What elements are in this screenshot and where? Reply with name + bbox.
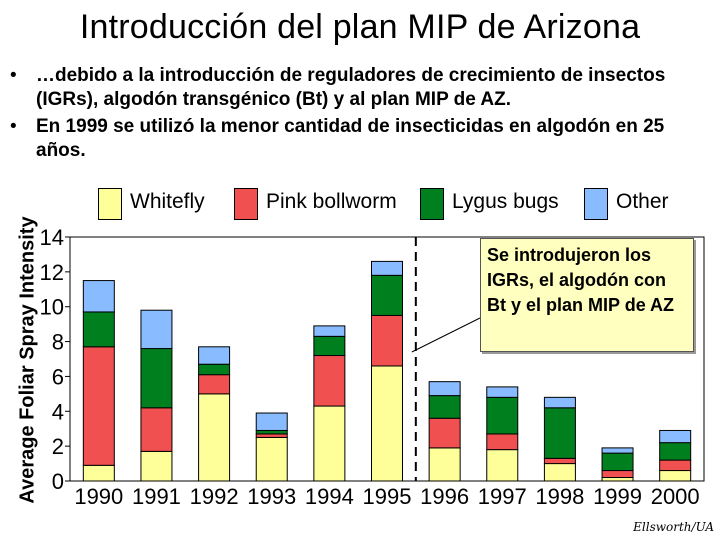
bullet-text: …debido a la introducción de reguladores…	[36, 65, 666, 110]
bar-segment	[371, 314, 403, 367]
bar-segment	[543, 407, 576, 459]
legend-label: Whitefly	[130, 190, 205, 213]
bar-segment	[486, 433, 519, 451]
bar-segment	[313, 405, 346, 482]
legend-swatch	[584, 188, 608, 220]
x-tick-label: 1998	[535, 484, 584, 509]
x-tick-label: 2000	[651, 484, 700, 509]
bar-segment	[82, 280, 115, 313]
bar-segment	[82, 346, 115, 466]
bullet-item: • En 1999 se utilizó la menor cantidad d…	[10, 115, 710, 163]
bar-segment	[659, 429, 692, 444]
bar-segment	[601, 470, 634, 479]
x-tick-label: 1990	[74, 484, 123, 509]
bar-segment	[371, 274, 403, 316]
bar-segment	[82, 464, 115, 482]
y-tick-label: 8	[52, 330, 64, 355]
bar-segment	[371, 260, 403, 276]
bullet-item: • …debido a la introducción de regulador…	[10, 64, 710, 112]
bar-segment	[659, 442, 692, 461]
x-tick-label: 1995	[363, 484, 412, 509]
bar-segment	[428, 381, 461, 397]
y-tick-label: 10	[40, 295, 64, 320]
bar-segment	[601, 452, 634, 472]
y-tick-label: 4	[52, 399, 64, 424]
bar-segment	[428, 447, 461, 482]
bullet-list: • …debido a la introducción de regulador…	[10, 64, 710, 166]
bar-segment	[82, 311, 115, 348]
bar-segment	[543, 396, 576, 409]
bar-segment	[255, 429, 288, 435]
bar-segment	[659, 470, 692, 482]
bar-segment	[198, 346, 231, 365]
x-tick-label: 1994	[305, 484, 354, 509]
bar-segment	[198, 374, 231, 395]
page-title: Introducción del plan MIP de Arizona	[79, 8, 641, 46]
bar-segment	[543, 457, 576, 465]
legend-label: Other	[616, 190, 669, 213]
bar-segment	[601, 477, 634, 482]
bar-segment	[198, 363, 231, 376]
bar-segment	[255, 412, 288, 431]
bullet-symbol: •	[10, 116, 17, 137]
bar-segment	[428, 395, 461, 419]
x-tick-label: 1996	[420, 484, 469, 509]
callout-box: Se introdujeron los IGRs, el algodón con…	[480, 238, 694, 352]
bar-segment	[140, 348, 173, 409]
x-tick-label: 1997	[478, 484, 527, 509]
bar-segment	[255, 436, 288, 482]
y-tick-label: 14	[40, 225, 64, 250]
bar-segment	[140, 407, 173, 452]
legend-swatch	[98, 188, 122, 220]
callout-pointer	[411, 317, 481, 353]
legend-label: Pink bollworm	[266, 190, 397, 213]
x-tick-label: 1991	[132, 484, 181, 509]
y-tick-label: 2	[52, 434, 64, 459]
y-tick-label: 6	[52, 364, 64, 389]
bullet-symbol: •	[10, 65, 17, 86]
bar-segment	[198, 393, 231, 482]
bar-segment	[543, 463, 576, 482]
bar-segment	[486, 396, 519, 435]
bar-segment	[601, 447, 634, 454]
bar-segment	[428, 417, 461, 449]
bar-segment	[140, 309, 173, 350]
bar-segment	[255, 433, 288, 438]
y-tick-label: 12	[40, 260, 64, 285]
bar-segment	[313, 325, 346, 337]
credit-text: Ellsworth/UA	[633, 520, 714, 534]
bullet-text: En 1999 se utilizó la menor cantidad de …	[36, 116, 665, 161]
x-tick-label: 1992	[190, 484, 239, 509]
bar-segment	[486, 449, 519, 482]
legend-swatch	[234, 188, 258, 220]
bar-segment	[659, 459, 692, 472]
bar-segment	[313, 335, 346, 357]
bar-segment	[140, 450, 173, 482]
legend-swatch	[420, 188, 444, 220]
bar-segment	[486, 386, 519, 398]
bar-segment	[371, 365, 403, 482]
legend-label: Lygus bugs	[452, 190, 559, 213]
x-tick-label: 1999	[593, 484, 642, 509]
y-tick-label: 0	[52, 469, 64, 494]
bar-segment	[313, 355, 346, 407]
x-tick-label: 1993	[247, 484, 296, 509]
